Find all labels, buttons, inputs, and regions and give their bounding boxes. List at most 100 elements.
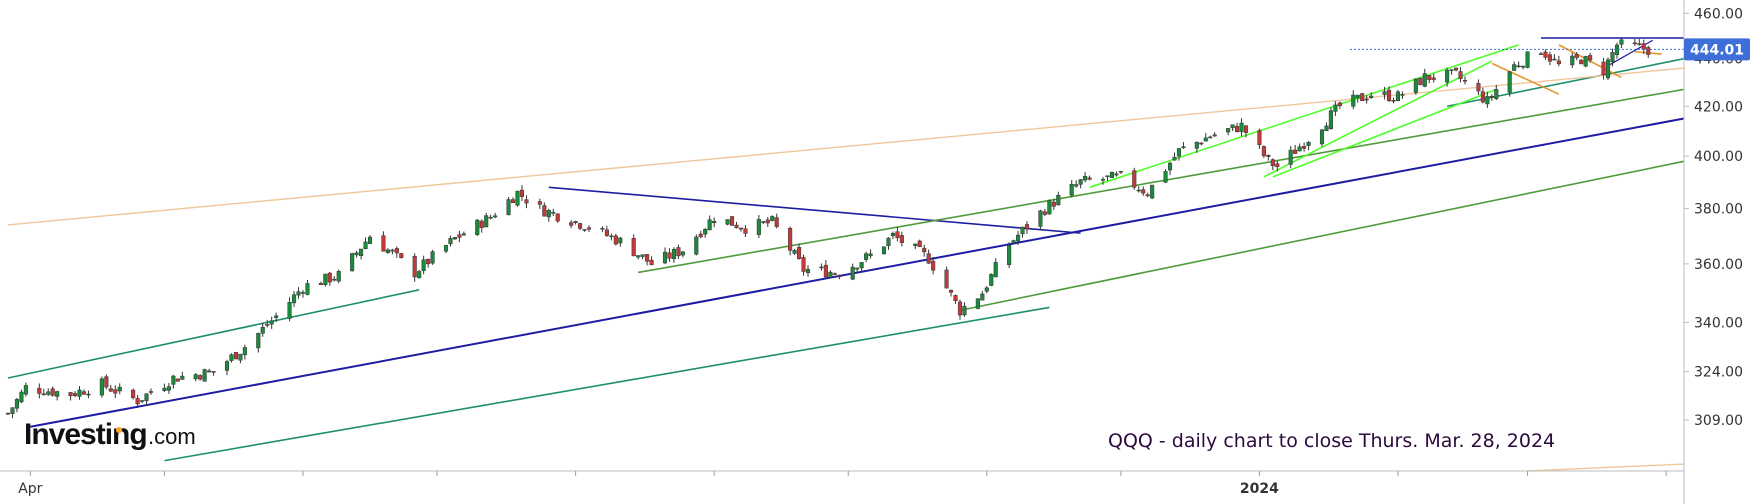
candle-98 [613, 233, 618, 246]
candle-233 [1458, 67, 1463, 83]
candle-117 [734, 221, 739, 229]
candle-body [394, 248, 399, 254]
candle-254 [1588, 52, 1593, 63]
candle-89 [555, 213, 560, 223]
candle-body [359, 248, 364, 256]
candle-body [1288, 149, 1293, 165]
candle-body [1427, 75, 1432, 80]
last-price-badge: 444.01 [1684, 38, 1750, 61]
candle-body [162, 387, 167, 391]
candle-20 [131, 388, 136, 400]
candle-255 [1601, 58, 1606, 80]
candle-200 [1257, 128, 1262, 149]
candle-146 [917, 239, 922, 248]
candle-body [649, 259, 654, 266]
candle-body [1601, 61, 1606, 76]
candle-body [354, 252, 359, 256]
trendline-9 [638, 88, 1685, 274]
candle-body [1194, 141, 1199, 149]
candle-body [68, 392, 73, 397]
candle-140 [881, 246, 887, 255]
trendline-1 [164, 306, 1050, 462]
candle-152 [953, 294, 958, 304]
candle-body [1512, 64, 1517, 71]
candle-53 [332, 276, 337, 282]
plot-background [0, 0, 1684, 471]
candle-body [381, 235, 386, 252]
logo-wordmark: Investing [24, 418, 147, 451]
candle-body [1163, 171, 1168, 183]
candle-39 [242, 344, 247, 360]
candle-161 [1011, 239, 1016, 244]
candle-body [1632, 42, 1637, 45]
candle-body [738, 227, 744, 230]
candle-127 [797, 243, 802, 260]
candle-body [1100, 179, 1106, 181]
candle-25 [162, 383, 167, 393]
candle-250 [1570, 52, 1575, 68]
candle-192 [1203, 132, 1208, 142]
trendline-10 [959, 160, 1685, 312]
candle-body [1552, 58, 1557, 61]
candle-247 [1547, 51, 1552, 66]
candle-187 [1172, 152, 1177, 161]
candle-173 [1083, 172, 1088, 183]
candle-body [171, 375, 176, 385]
candle-body [207, 370, 212, 373]
trendline-4 [1527, 463, 1685, 472]
candle-21 [135, 394, 140, 408]
candle-body [336, 271, 341, 282]
candle-170 [1069, 180, 1074, 198]
candle-body [1462, 80, 1468, 82]
candle-body [1422, 73, 1427, 87]
candle-body [1145, 194, 1150, 197]
candle-body [609, 235, 614, 238]
candle-body [694, 236, 699, 255]
candle-148 [926, 249, 931, 264]
x-tick-label-9: 2024 [1240, 481, 1279, 497]
candle-139 [868, 249, 873, 259]
candle-body [318, 283, 323, 286]
candle-242 [1516, 61, 1521, 68]
candle-241 [1512, 61, 1517, 71]
candle-body [957, 301, 963, 316]
candle-105 [662, 247, 668, 265]
candle-body [23, 385, 28, 395]
candle-body [296, 291, 301, 296]
candle-body [1176, 148, 1182, 157]
y-tick-label-7: 324.00 [1694, 365, 1743, 381]
candle-body [148, 391, 154, 393]
candle-85 [537, 198, 542, 210]
candle-47 [296, 287, 301, 299]
candle-body [1494, 89, 1499, 100]
candle-body [546, 210, 551, 218]
candle-156 [980, 290, 985, 301]
candle-body [613, 235, 618, 245]
candle-263 [1646, 45, 1651, 58]
candle-body [1333, 104, 1338, 112]
candle-27 [171, 374, 176, 389]
candle-body [510, 199, 516, 203]
candle-97 [609, 233, 614, 241]
candle-91 [573, 220, 578, 225]
candle-153 [957, 299, 963, 320]
candle-76 [479, 219, 484, 233]
candle-8 [50, 386, 55, 397]
candle-177 [1109, 171, 1114, 178]
candle-body [1445, 69, 1450, 83]
y-tick-label-6: 340.00 [1694, 315, 1743, 331]
candle-163 [1020, 226, 1025, 238]
candle-196 [1230, 124, 1235, 131]
candle-159 [993, 258, 998, 278]
candle-body [1261, 146, 1266, 157]
candle-261 [1637, 39, 1642, 46]
candle-178 [1114, 171, 1119, 177]
candle-104 [649, 256, 654, 266]
candle-body [703, 229, 708, 235]
candle-body [725, 219, 730, 225]
candle-body [1203, 137, 1208, 142]
candle-body [1543, 51, 1548, 58]
candle-62 [390, 248, 395, 255]
candle-body [412, 256, 417, 278]
candle-204 [1275, 160, 1280, 172]
